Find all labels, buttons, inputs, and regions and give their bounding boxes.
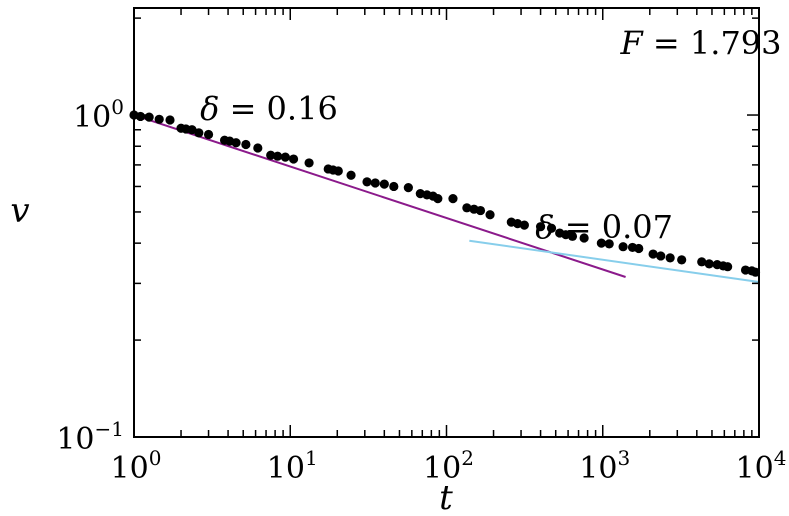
data-point bbox=[389, 181, 399, 192]
data-point bbox=[370, 178, 380, 188]
data-point bbox=[704, 259, 714, 269]
data-point bbox=[346, 170, 356, 180]
data-point bbox=[241, 139, 251, 150]
data-point bbox=[403, 183, 413, 193]
annotations: F = 1.793 δ = 0.16 δ = 0.07 bbox=[200, 24, 781, 246]
fit-line-1 bbox=[133, 114, 626, 278]
data-point bbox=[697, 257, 707, 267]
x-tick-label: 101 bbox=[267, 446, 318, 486]
data-point bbox=[596, 238, 606, 248]
data-point bbox=[567, 231, 578, 241]
data-point bbox=[723, 262, 733, 272]
x-tick-label: 104 bbox=[736, 446, 787, 486]
x-tick-label: 102 bbox=[423, 446, 474, 486]
data-point bbox=[266, 150, 276, 160]
data-point bbox=[362, 177, 372, 187]
data-point bbox=[634, 243, 644, 254]
axes bbox=[133, 7, 760, 438]
data-point bbox=[304, 158, 314, 168]
data-point bbox=[433, 194, 443, 204]
annotation-label: δ = 0.16 bbox=[200, 89, 338, 127]
x-tick-label: 100 bbox=[111, 446, 162, 486]
data-point bbox=[194, 128, 204, 138]
data-point bbox=[750, 267, 761, 277]
data-point bbox=[677, 255, 687, 265]
data-point bbox=[535, 222, 546, 232]
data-point bbox=[519, 220, 529, 230]
data-point bbox=[379, 179, 389, 189]
data-point bbox=[604, 239, 614, 249]
data-point bbox=[144, 112, 154, 122]
data-point bbox=[288, 154, 299, 164]
fit-line-2 bbox=[469, 239, 760, 283]
data-point bbox=[618, 242, 628, 252]
annotation-label: δ = 0.07 bbox=[535, 208, 673, 246]
data-point bbox=[475, 205, 486, 216]
annotation-label: F = 1.793 bbox=[620, 24, 782, 62]
data-point bbox=[448, 194, 458, 204]
data-point bbox=[648, 249, 658, 259]
data-point bbox=[485, 210, 495, 220]
data-point bbox=[273, 151, 283, 161]
x-axis-title: t bbox=[439, 478, 453, 516]
data-point bbox=[656, 251, 666, 261]
data-point bbox=[203, 129, 214, 140]
data-point bbox=[665, 253, 675, 263]
x-tick-label: 103 bbox=[579, 446, 630, 486]
data-point bbox=[165, 115, 175, 125]
data-point bbox=[280, 152, 290, 162]
y-axis-title: v bbox=[10, 191, 29, 231]
data-point bbox=[462, 203, 472, 213]
data-point bbox=[135, 111, 146, 122]
data-point bbox=[154, 114, 164, 124]
data-point bbox=[333, 166, 343, 176]
y-tick-label: 100 bbox=[73, 95, 124, 135]
data-point bbox=[546, 223, 557, 233]
data-point bbox=[253, 143, 263, 153]
data-point bbox=[579, 233, 589, 243]
data-point bbox=[231, 138, 241, 148]
data-points bbox=[129, 110, 761, 277]
y-tick-label: 10−1 bbox=[56, 417, 124, 457]
data-point bbox=[187, 125, 197, 135]
fit-lines bbox=[133, 114, 760, 283]
